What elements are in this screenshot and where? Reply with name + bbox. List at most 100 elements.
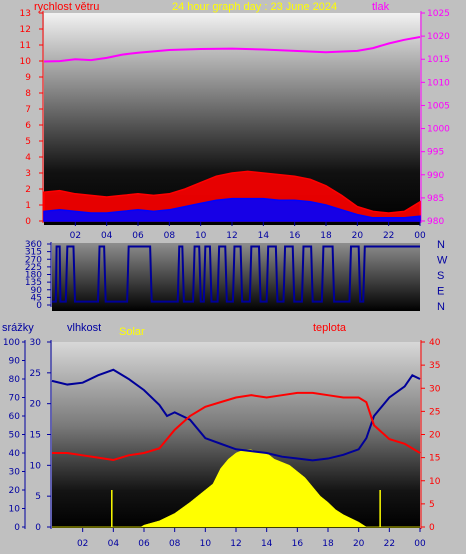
wind-speed-tick-label: 4: [25, 153, 31, 163]
precipitation-tick-label: 30: [9, 468, 21, 478]
pressure-tick-label: 990: [427, 171, 444, 181]
compass-label: N: [437, 239, 445, 251]
humidity-tick-label: 10: [30, 461, 42, 471]
temperature-tick-label: 20: [429, 431, 441, 441]
time-tick-label: 16: [289, 231, 301, 241]
precipitation-tick-label: 70: [9, 394, 21, 404]
pressure-tick-label: 1000: [427, 125, 450, 135]
wind-speed-tick-label: 7: [25, 105, 31, 115]
chart-title: 24 hour graph day : 23 June 2024: [172, 1, 337, 13]
pressure-tick-label: 1005: [427, 101, 450, 111]
humidity-tick-label: 20: [30, 400, 42, 410]
precipitation-tick-label: 50: [9, 431, 21, 441]
temperature-tick-label: 15: [429, 454, 440, 464]
temperature-axis-label: teplota: [313, 322, 347, 334]
humidity-tick-label: 30: [30, 338, 42, 348]
wind-speed-tick-label: 9: [25, 73, 31, 83]
time-tick-label: 10: [200, 539, 212, 549]
time-tick-label: 22: [383, 231, 394, 241]
time-tick-label: 04: [108, 539, 120, 549]
compass-label: N: [437, 301, 445, 313]
time-tick-label: 20: [352, 231, 364, 241]
precipitation-tick-label: 20: [9, 486, 21, 496]
time-tick-label: 18: [320, 231, 332, 241]
wind-speed-tick-label: 10: [20, 57, 32, 67]
time-tick-label: 06: [138, 539, 150, 549]
wind-speed-tick-label: 2: [25, 185, 31, 195]
temperature-tick-label: 25: [429, 407, 440, 417]
time-tick-label: 20: [353, 539, 365, 549]
time-tick-label: 02: [77, 539, 88, 549]
direction-tick-label: 45: [31, 293, 42, 303]
pressure-tick-label: 980: [427, 217, 444, 227]
temperature-tick-label: 0: [429, 523, 435, 533]
wind-average-area: [43, 197, 421, 222]
precipitation-tick-label: 10: [9, 505, 21, 515]
wind-speed-tick-label: 3: [25, 169, 31, 179]
humidity-tick-label: 0: [35, 523, 41, 533]
time-axis-top: 02 04 06 08 10 12 14 16 18 20 22 00: [70, 222, 426, 241]
wind-speed-axis-label: rychlost větru: [34, 1, 99, 13]
wind-speed-tick-label: 5: [25, 137, 31, 147]
time-tick-label: 14: [261, 539, 273, 549]
pressure-tick-label: 1020: [427, 32, 450, 42]
humidity-axis: 30 25 20 15 10 5 0: [30, 338, 52, 533]
direction-tick-label: 0: [36, 301, 42, 311]
time-tick-label: 10: [195, 231, 207, 241]
temperature-tick-label: 10: [429, 477, 441, 487]
direction-tick-label: 225: [25, 263, 42, 273]
wind-speed-tick-label: 1: [25, 201, 31, 211]
pressure-tick-label: 985: [427, 194, 444, 204]
time-tick-label: 16: [292, 539, 304, 549]
direction-tick-label: 180: [25, 271, 42, 281]
time-tick-label: 02: [70, 231, 81, 241]
precipitation-tick-label: 100: [3, 338, 20, 348]
direction-tick-label: 315: [25, 248, 42, 258]
precipitation-axis-label: srážky: [2, 322, 34, 334]
direction-tick-label: 360: [25, 240, 42, 250]
humidity-tick-label: 15: [30, 431, 41, 441]
time-axis-bottom: 02 04 06 08 10 12 14 16 18 20 22 00: [77, 528, 426, 549]
compass-label: S: [437, 270, 444, 282]
time-tick-label: 18: [322, 539, 334, 549]
wind-speed-tick-label: 8: [25, 89, 31, 99]
precipitation-tick-label: 90: [9, 357, 21, 367]
time-tick-label: 12: [226, 231, 237, 241]
humidity-line: [51, 368, 421, 462]
time-tick-label: 00: [414, 539, 426, 549]
precipitation-tick-label: 60: [9, 412, 21, 422]
time-tick-label: 14: [258, 231, 270, 241]
direction-tick-label: 90: [31, 286, 43, 296]
precipitation-tick-label: 0: [14, 523, 20, 533]
wind-speed-tick-label: 11: [20, 41, 31, 51]
humidity-tick-label: 5: [35, 492, 41, 502]
time-tick-label: 22: [384, 539, 395, 549]
humidity-tick-label: 25: [30, 369, 41, 379]
time-tick-label: 04: [101, 231, 113, 241]
wind-speed-tick-label: 6: [25, 121, 31, 131]
pressure-axis: 1025 1020 1015 1010 1005 1000 995 990 985 980: [420, 9, 450, 227]
temperature-tick-label: 5: [429, 500, 435, 510]
wind-direction-line: [52, 245, 420, 303]
precipitation-tick-label: 40: [9, 449, 21, 459]
temperature-tick-label: 40: [429, 338, 441, 348]
direction-tick-label: 270: [25, 255, 42, 265]
time-tick-label: 12: [230, 539, 241, 549]
pressure-tick-label: 1010: [427, 78, 450, 88]
humidity-temperature-series: [51, 368, 421, 528]
compass-label: W: [437, 255, 448, 267]
compass-label: E: [437, 286, 444, 298]
wind-direction-series: [52, 245, 420, 303]
wind-speed-tick-label: 13: [20, 9, 31, 19]
time-tick-label: 06: [132, 231, 144, 241]
precipitation-tick-label: 80: [9, 375, 21, 385]
solar-axis-label: Solar: [119, 326, 145, 338]
temperature-line: [52, 391, 421, 461]
pressure-tick-label: 995: [427, 148, 444, 158]
temperature-axis: 40 35 30 25 20 15 10 5 0: [420, 338, 441, 533]
humidity-axis-label: vlhkost: [67, 322, 101, 334]
